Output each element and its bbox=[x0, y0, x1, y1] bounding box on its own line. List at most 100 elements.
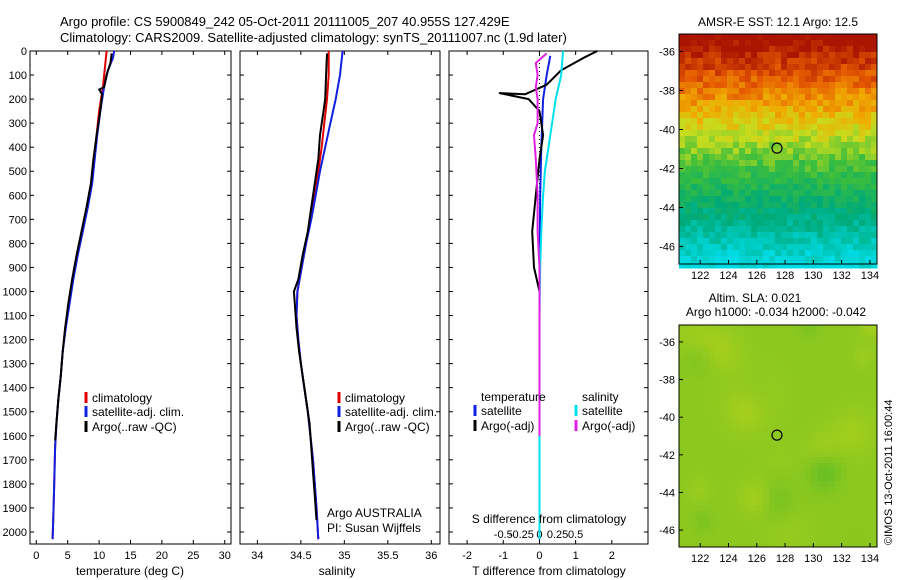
map-cell bbox=[853, 226, 860, 233]
map-cell bbox=[697, 439, 704, 446]
map-cell bbox=[763, 124, 770, 131]
map-cell bbox=[703, 511, 710, 518]
map-cell bbox=[685, 415, 692, 422]
map-cell bbox=[727, 100, 734, 107]
map-cell bbox=[763, 94, 770, 101]
map-cell bbox=[793, 349, 800, 356]
map-cell bbox=[847, 34, 854, 41]
map-cell bbox=[721, 70, 728, 77]
map-cell bbox=[709, 76, 716, 83]
map-cell bbox=[751, 337, 758, 344]
map-cell bbox=[775, 142, 782, 149]
map-cell bbox=[859, 70, 866, 77]
map-cell bbox=[679, 196, 686, 203]
map-cell bbox=[757, 226, 764, 233]
map-cell bbox=[823, 439, 830, 446]
map-cell bbox=[829, 124, 836, 131]
map-cell bbox=[781, 499, 788, 506]
map-cell bbox=[841, 238, 848, 245]
header-line-1: Argo profile: CS 5900849_242 05-Oct-2011… bbox=[60, 14, 510, 29]
map-cell bbox=[727, 451, 734, 458]
map-cell bbox=[859, 76, 866, 83]
map-cell bbox=[679, 415, 686, 422]
map-cell bbox=[751, 355, 758, 362]
map-cell bbox=[703, 184, 710, 191]
map-cell bbox=[685, 244, 692, 251]
map-cell bbox=[847, 457, 854, 464]
map-cell bbox=[853, 367, 860, 374]
map-cell bbox=[721, 469, 728, 476]
map-cell bbox=[859, 379, 866, 386]
map-cell bbox=[793, 379, 800, 386]
map-cell bbox=[745, 367, 752, 374]
map-cell bbox=[781, 106, 788, 113]
map-cell bbox=[715, 457, 722, 464]
map-cell bbox=[757, 523, 764, 530]
map-cell bbox=[739, 391, 746, 398]
map-cell bbox=[679, 184, 686, 191]
map-cell bbox=[817, 469, 824, 476]
map-cell bbox=[805, 373, 812, 380]
map-cell bbox=[685, 142, 692, 149]
map-cell bbox=[841, 100, 848, 107]
map-cell bbox=[745, 445, 752, 452]
map-cell bbox=[793, 82, 800, 89]
depth-tick-label: 1000 bbox=[3, 286, 27, 298]
map-cell bbox=[769, 367, 776, 374]
map-cell bbox=[679, 262, 686, 269]
map-cell bbox=[733, 493, 740, 500]
map-cell bbox=[691, 82, 698, 89]
map-cell bbox=[835, 64, 842, 71]
map-cell bbox=[799, 100, 806, 107]
map-cell bbox=[727, 76, 734, 83]
map-cell bbox=[685, 463, 692, 470]
map-cell bbox=[685, 154, 692, 161]
map-cell bbox=[691, 343, 698, 350]
map-cell bbox=[739, 106, 746, 113]
map-cell bbox=[853, 379, 860, 386]
map-cell bbox=[769, 337, 776, 344]
map-cell bbox=[781, 202, 788, 209]
map-cell bbox=[859, 82, 866, 89]
map-cell bbox=[763, 112, 770, 119]
map-cell bbox=[811, 130, 818, 137]
map-cell bbox=[697, 463, 704, 470]
map-cell bbox=[751, 343, 758, 350]
map-cell bbox=[841, 52, 848, 59]
map-cell bbox=[751, 190, 758, 197]
map-cell bbox=[727, 475, 734, 482]
map-cell bbox=[859, 487, 866, 494]
map-cell bbox=[769, 70, 776, 77]
map-cell bbox=[691, 337, 698, 344]
map-cell bbox=[781, 100, 788, 107]
x-tick-label: 2 bbox=[609, 550, 615, 562]
map-cell bbox=[811, 202, 818, 209]
map-cell bbox=[685, 469, 692, 476]
map-cell bbox=[865, 367, 872, 374]
map-cell bbox=[763, 355, 770, 362]
map-cell bbox=[721, 184, 728, 191]
map-cell bbox=[781, 250, 788, 257]
map-cell bbox=[817, 160, 824, 167]
map-cell bbox=[679, 409, 686, 416]
map-cell bbox=[721, 88, 728, 95]
map-cell bbox=[829, 118, 836, 125]
depth-tick-label: 400 bbox=[9, 142, 27, 154]
map-cell bbox=[853, 373, 860, 380]
map-cell bbox=[781, 409, 788, 416]
depth-tick-label: 1100 bbox=[3, 311, 27, 323]
map-cell bbox=[697, 433, 704, 440]
map-cell bbox=[787, 397, 794, 404]
map-cell bbox=[769, 379, 776, 386]
map-cell bbox=[823, 511, 830, 518]
map-cell bbox=[871, 367, 878, 374]
map-cell bbox=[715, 379, 722, 386]
map-cell bbox=[847, 421, 854, 428]
map-cell bbox=[865, 256, 872, 263]
map-cell bbox=[787, 166, 794, 173]
map-cell bbox=[847, 256, 854, 263]
map-cell bbox=[697, 475, 704, 482]
map-cell bbox=[733, 421, 740, 428]
map-cell bbox=[721, 463, 728, 470]
y-tick-label: -36 bbox=[659, 47, 675, 59]
